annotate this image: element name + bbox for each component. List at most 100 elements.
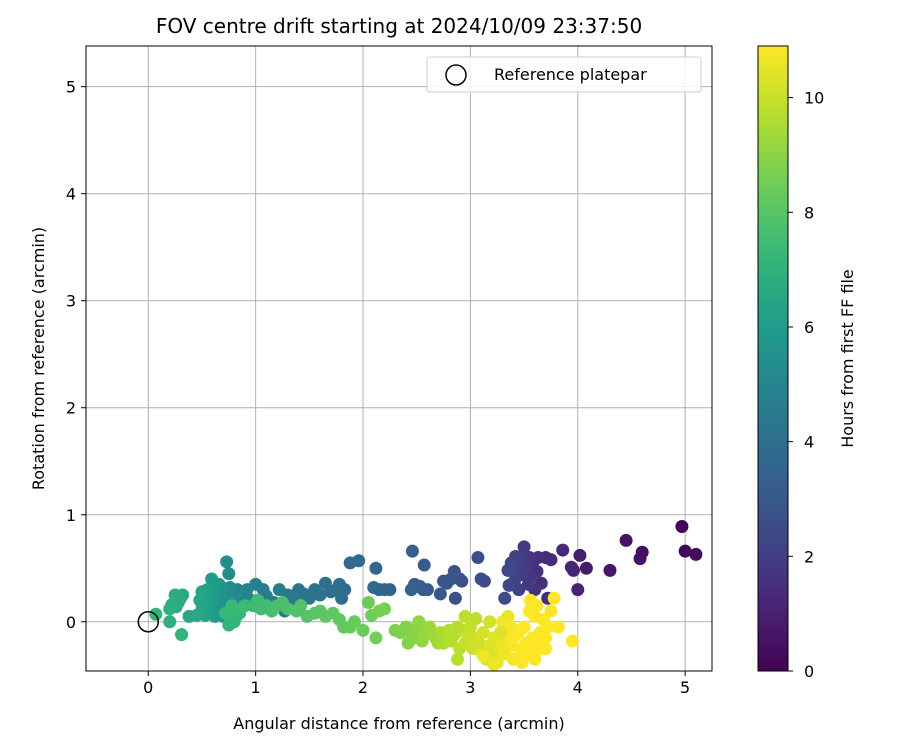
scatter-point — [458, 609, 472, 623]
x-tick-label: 5 — [680, 678, 690, 697]
colorbar-tick-label: 4 — [804, 433, 814, 452]
scatter-point — [220, 555, 234, 569]
scatter-point — [506, 631, 520, 645]
scatter-point — [633, 552, 647, 566]
scatter-point — [378, 602, 392, 616]
scatter-point — [573, 548, 587, 562]
scatter-point — [448, 591, 462, 605]
chart-title: FOV centre drift starting at 2024/10/09 … — [156, 14, 642, 38]
scatter-point — [369, 631, 383, 645]
colorbar-label: Hours from first FF file — [838, 269, 857, 448]
scatter-point — [501, 563, 515, 577]
scatter-point — [294, 599, 308, 613]
colorbar-tick-label: 8 — [804, 203, 814, 222]
scatter-point — [356, 623, 370, 637]
scatter-point — [498, 591, 512, 605]
scatter-point — [517, 620, 531, 634]
legend-marker-open-circle — [445, 64, 467, 86]
scatter-point — [225, 599, 239, 613]
scatter-point — [347, 615, 361, 629]
scatter-point — [493, 625, 507, 639]
y-axis-label: Rotation from reference (arcmin) — [29, 227, 48, 490]
scatter-point — [483, 615, 497, 629]
scatter-point — [272, 583, 286, 597]
scatter-point — [367, 581, 381, 595]
scatter-point — [361, 596, 375, 610]
colorbar-gradient — [757, 45, 789, 672]
scatter-point — [521, 577, 535, 591]
scatter-point — [571, 583, 585, 597]
legend-box — [426, 56, 702, 93]
scatter-point — [547, 591, 561, 605]
x-axis-label: Angular distance from reference (arcmin) — [233, 714, 564, 733]
scatter-point — [437, 574, 451, 588]
colorbar-tick-label: 10 — [804, 89, 824, 108]
scatter-point — [163, 615, 177, 629]
scatter-point — [471, 551, 485, 565]
colorbar-ticks: 0 2 4 6 8 10 — [788, 89, 824, 681]
scatter-point — [551, 620, 565, 634]
reference-platepar-marker — [137, 611, 160, 633]
colorbar: 0 2 4 6 8 10 Hours from first FF file — [757, 45, 857, 681]
x-tick-label: 2 — [358, 678, 368, 697]
scatter-point — [222, 567, 236, 581]
scatter-points — [149, 520, 703, 672]
scatter-point — [579, 561, 593, 575]
plot-frame — [85, 45, 713, 672]
scatter-point — [528, 652, 542, 666]
scatter-point — [565, 634, 579, 648]
scatter-point — [474, 572, 488, 586]
scatter-point — [292, 583, 306, 597]
axis-ticks: 0 1 2 3 4 5 0 1 2 3 4 5 — [66, 78, 690, 697]
y-tick-label: 3 — [66, 292, 76, 311]
legend-label: Reference platepar — [494, 65, 647, 84]
grid — [86, 46, 712, 671]
scatter-point — [404, 583, 418, 597]
scatter-point — [175, 628, 189, 642]
colorbar-tick-label: 0 — [804, 662, 814, 681]
scatter-point — [433, 587, 447, 601]
scatter-point — [522, 551, 536, 565]
scatter-point — [515, 655, 529, 669]
x-tick-label: 3 — [465, 678, 475, 697]
reference-marker-layer — [137, 611, 160, 633]
y-tick-label: 5 — [66, 78, 76, 97]
scatter-point — [476, 625, 490, 639]
scatter-point — [417, 558, 431, 572]
scatter-point — [487, 658, 501, 672]
scatter-point — [405, 544, 419, 558]
scatter-point — [544, 604, 558, 618]
scatter-point — [476, 649, 490, 663]
scatter-point — [564, 560, 578, 574]
scatter-point — [193, 593, 207, 607]
scatter-point — [556, 543, 570, 557]
colorbar-tick-label: 2 — [804, 547, 814, 566]
scatter-point — [502, 578, 516, 592]
scatter-point — [469, 612, 483, 626]
legend: Reference platepar — [426, 56, 702, 93]
scatter-point — [182, 609, 196, 623]
scatter-point — [619, 533, 633, 547]
x-tick-label: 1 — [251, 678, 261, 697]
scatter-point — [517, 540, 531, 554]
scatter-point — [522, 604, 536, 618]
y-tick-label: 2 — [66, 399, 76, 418]
x-tick-label: 4 — [573, 678, 583, 697]
y-tick-label: 1 — [66, 506, 76, 525]
scatter-point — [343, 556, 357, 570]
scatter-point — [675, 520, 689, 534]
y-tick-label: 0 — [66, 613, 76, 632]
scatter-point — [318, 576, 332, 590]
scatter-point — [451, 652, 465, 666]
scatter-point — [603, 563, 617, 577]
y-tick-label: 4 — [66, 185, 76, 204]
colorbar-tick-label: 6 — [804, 318, 814, 337]
scatter-point — [369, 561, 383, 575]
scatter-point — [163, 602, 177, 616]
scatter-point — [451, 620, 465, 634]
scatter-point — [541, 620, 555, 634]
x-tick-label: 0 — [143, 678, 153, 697]
scatter-point — [539, 642, 553, 656]
scatter-point — [689, 547, 703, 561]
scatter-point — [539, 631, 553, 645]
